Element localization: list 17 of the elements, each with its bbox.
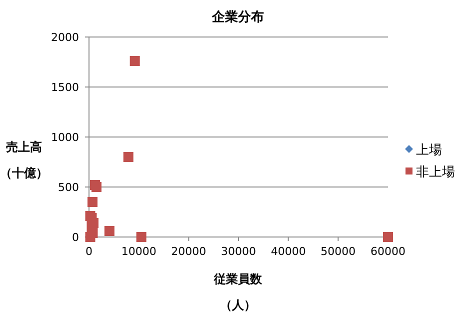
y-tick-label: 500 <box>58 181 79 194</box>
x-tick-label: 0 <box>86 245 92 258</box>
y-tick-label: 2000 <box>51 31 79 44</box>
legend-label: 非上場 <box>416 165 455 180</box>
y-tick-label: 0 <box>72 231 79 244</box>
y-tick-label: 1000 <box>51 131 79 144</box>
y-axis-title: 売上高（十億） <box>0 139 49 182</box>
legend-label: 上場 <box>416 143 442 158</box>
x-tick-label: 50000 <box>320 245 356 258</box>
x-tick-label: 40000 <box>270 245 306 258</box>
x-tick-label: 10000 <box>121 245 156 258</box>
x-tick-label: 20000 <box>171 245 206 258</box>
x-axis-title: 従業員数（人） <box>212 271 263 314</box>
x-tick-label: 60000 <box>370 245 406 258</box>
x-tick-label: 30000 <box>221 245 256 258</box>
chart-title: 企業分布 <box>211 10 264 25</box>
y-tick-label: 1500 <box>51 81 79 94</box>
